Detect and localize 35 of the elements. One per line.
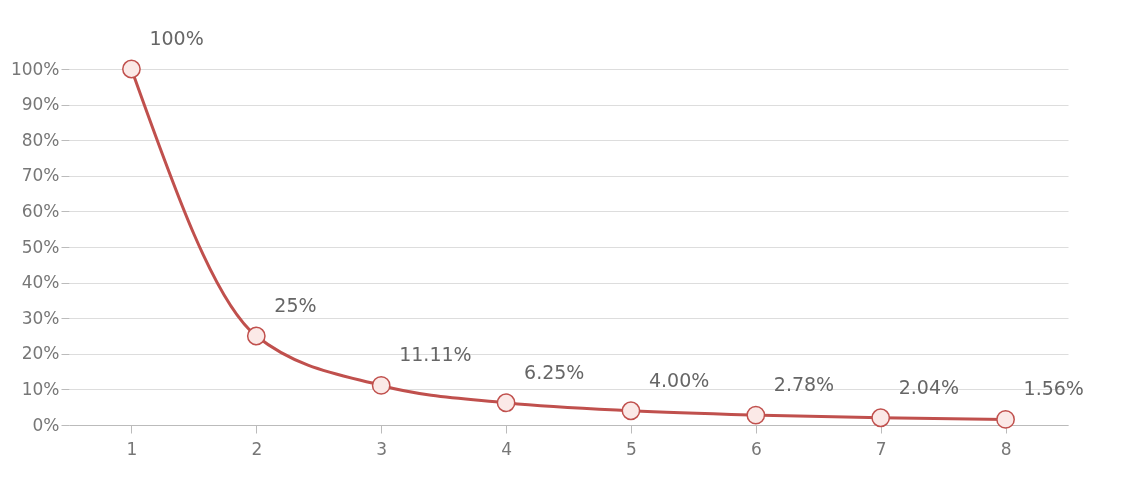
- y-tick-label: 20%: [21, 343, 60, 364]
- point: [246, 326, 266, 346]
- y-tick-label: 10%: [21, 378, 60, 399]
- data-label: 11.11%: [399, 343, 472, 366]
- x-tick-label: 3: [376, 438, 388, 459]
- data-label: 25%: [274, 294, 317, 316]
- y-tick-label: 80%: [21, 129, 60, 150]
- y-tick-label: 100%: [10, 58, 60, 79]
- x-tick-label: 2: [251, 438, 263, 459]
- data-label: 2.04%: [898, 375, 960, 398]
- data-label: 2.78%: [773, 373, 835, 396]
- point: [496, 393, 516, 413]
- point: [996, 410, 1015, 429]
- y-tick-label: 40%: [21, 272, 60, 293]
- y-tick-label: 60%: [21, 200, 60, 221]
- data-label: 1.56%: [1023, 377, 1084, 400]
- x-tick-label: 7: [875, 438, 887, 459]
- point: [122, 59, 141, 79]
- point: [621, 401, 641, 421]
- y-tick-label: 50%: [21, 236, 60, 257]
- x-tick-label: 5: [626, 438, 637, 459]
- point: [371, 376, 391, 395]
- x-tick-label: 6: [750, 438, 762, 459]
- x-tick-label: 1: [126, 438, 138, 459]
- data-label: 6.25%: [524, 360, 585, 383]
- point: [746, 405, 766, 425]
- x-tick-label: 8: [1000, 438, 1012, 459]
- point: [871, 408, 891, 428]
- y-tick-label: 0%: [32, 414, 60, 435]
- y-tick-label: 70%: [21, 165, 60, 186]
- data-label: 4.00%: [648, 368, 710, 391]
- y-tick-label: 30%: [21, 307, 60, 328]
- y-tick-label: 90%: [21, 94, 60, 115]
- x-tick-label: 4: [501, 438, 512, 459]
- data-label: 100%: [149, 27, 204, 49]
